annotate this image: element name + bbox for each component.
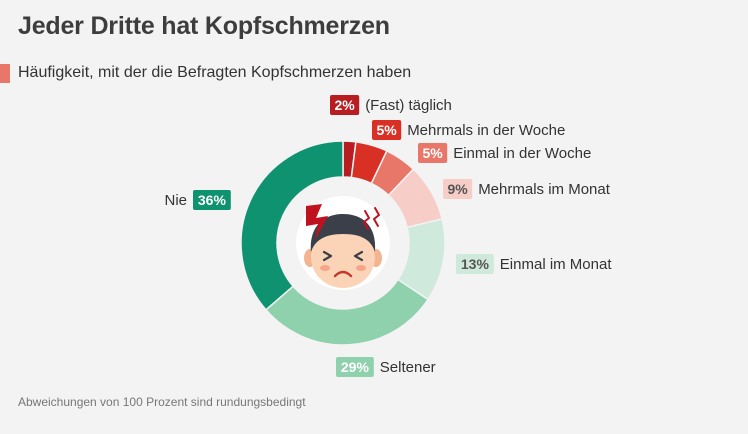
slice-label-6: 36% Nie <box>164 190 231 210</box>
value-label-2: 5% <box>422 145 443 161</box>
donut-slices <box>240 140 446 346</box>
slice-name-3: Mehrmals im Monat <box>478 181 611 198</box>
value-label-1: 5% <box>376 122 397 138</box>
slice-name-0: (Fast) täglich <box>365 97 452 114</box>
slice-label-2: 5% Einmal in der Woche <box>418 143 591 163</box>
chart-subtitle: Häufigkeit, mit der die Befragten Kopfsc… <box>18 64 412 81</box>
value-label-5: 29% <box>341 359 370 375</box>
value-badge-4 <box>456 254 494 274</box>
slice-name-2: Einmal in der Woche <box>453 145 591 162</box>
value-label-4: 13% <box>461 256 490 272</box>
slice-label-1: 5% Mehrmals in der Woche <box>372 120 565 140</box>
value-label-0: 2% <box>334 97 355 113</box>
value-label-3: 9% <box>447 181 468 197</box>
slice-name-5: Seltener <box>380 359 436 376</box>
slice-name-6: Nie <box>164 192 187 209</box>
footnote: Abweichungen von 100 Prozent sind rundun… <box>18 395 306 409</box>
headache-face-icon <box>296 196 390 290</box>
slice-6 <box>240 140 344 311</box>
slice-5 <box>264 278 429 346</box>
value-badge-5 <box>336 357 374 377</box>
value-badge-3 <box>443 179 473 199</box>
value-badge-2 <box>418 143 448 163</box>
value-badge-1 <box>372 120 402 140</box>
subtitle-accent-bar <box>0 64 10 83</box>
slice-label-5: 29% Seltener <box>336 357 436 377</box>
value-label-6: 36% <box>198 192 227 208</box>
value-badge-0 <box>330 95 360 115</box>
slice-label-0: 2% (Fast) täglich <box>330 95 452 115</box>
value-badge-6 <box>193 190 231 210</box>
slice-name-1: Mehrmals in der Woche <box>407 122 565 139</box>
slice-name-4: Einmal im Monat <box>500 256 613 273</box>
chart-title: Jeder Dritte hat Kopfschmerzen <box>18 12 390 40</box>
slice-label-4: 13% Einmal im Monat <box>456 254 612 274</box>
slice-label-3: 9% Mehrmals im Monat <box>443 179 611 199</box>
